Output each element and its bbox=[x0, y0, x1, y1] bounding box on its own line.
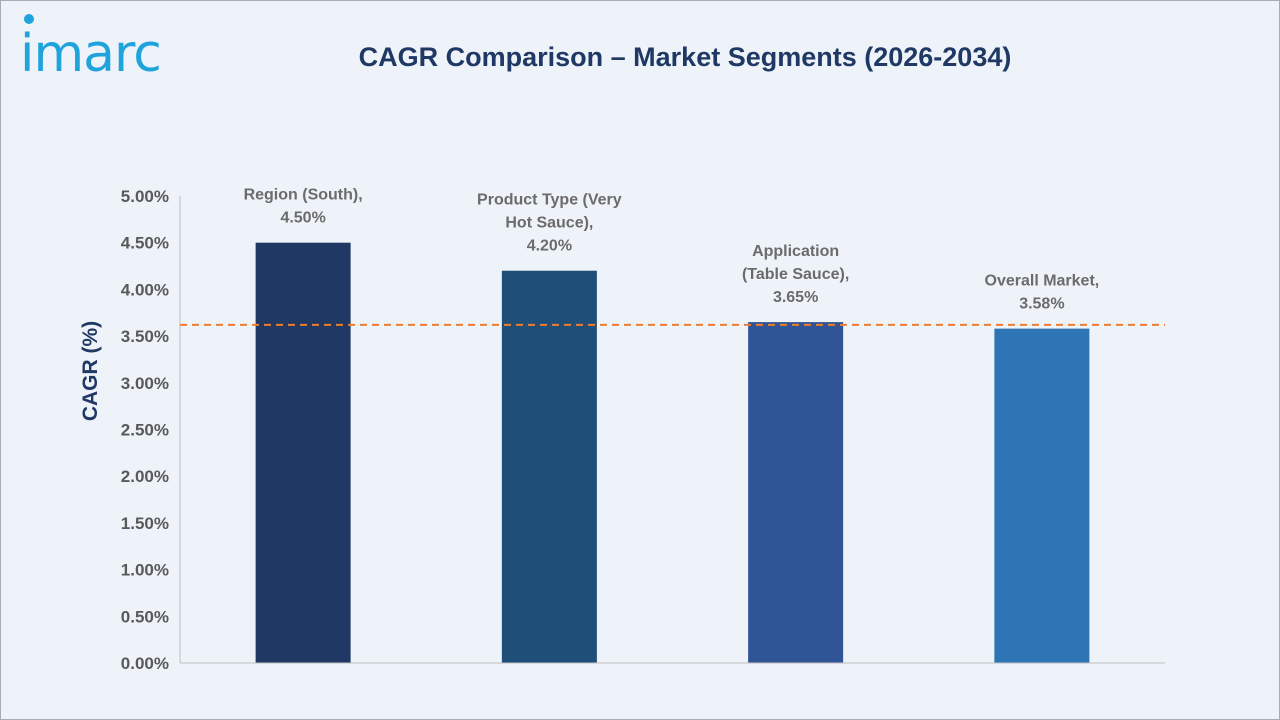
y-tick-label: 3.50% bbox=[121, 327, 169, 346]
bar-4 bbox=[994, 328, 1090, 663]
data-label: Product Type (Very bbox=[477, 192, 622, 209]
data-label: 4.20% bbox=[527, 238, 572, 255]
data-label: 3.58% bbox=[1019, 296, 1064, 313]
y-tick-label: 0.00% bbox=[121, 654, 169, 673]
bar-1 bbox=[255, 242, 351, 663]
y-tick-label: 2.00% bbox=[121, 467, 169, 486]
logo-text: imarc bbox=[20, 24, 162, 84]
logo-dot bbox=[24, 14, 34, 24]
data-label: Region (South), bbox=[244, 187, 363, 204]
y-tick-label: 4.50% bbox=[121, 234, 169, 253]
y-tick-label: 1.00% bbox=[121, 561, 169, 580]
imarc-logo: imarc bbox=[20, 14, 210, 84]
data-label: Application bbox=[752, 243, 839, 260]
data-label: 4.50% bbox=[280, 210, 325, 227]
data-label: 3.65% bbox=[773, 289, 818, 306]
data-label: (Table Sauce), bbox=[742, 266, 849, 283]
y-tick-label: 3.00% bbox=[121, 374, 169, 393]
bar-3 bbox=[748, 322, 844, 663]
y-tick-label: 0.50% bbox=[121, 607, 169, 626]
data-label: Hot Sauce), bbox=[505, 215, 593, 232]
y-tick-label: 1.50% bbox=[121, 514, 169, 533]
bar-2 bbox=[501, 270, 597, 663]
chart-title: CAGR Comparison – Market Segments (2026-… bbox=[358, 42, 1012, 72]
y-axis-title: CAGR (%) bbox=[79, 321, 102, 421]
y-tick-label: 4.00% bbox=[121, 280, 169, 299]
y-tick-label: 2.50% bbox=[121, 421, 169, 440]
y-tick-label: 5.00% bbox=[121, 187, 169, 206]
data-label: Overall Market, bbox=[985, 273, 1100, 290]
